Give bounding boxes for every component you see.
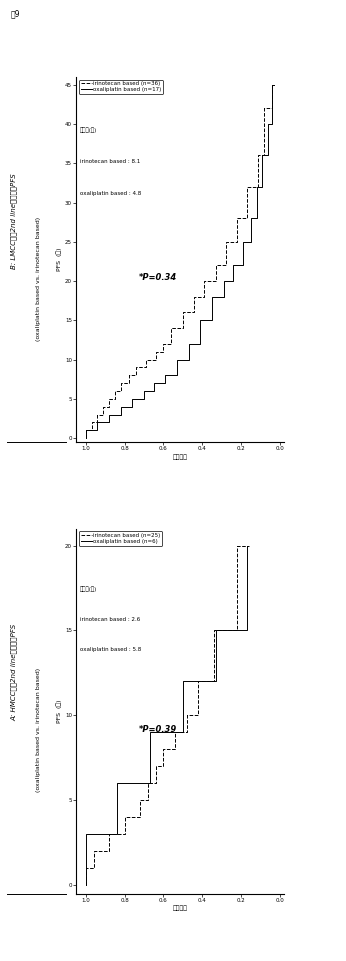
X-axis label: 生存生率: 生存生率 [172,454,188,459]
Text: A: HMCC群の2nd lineにおけるPFS: A: HMCC群の2nd lineにおけるPFS [10,624,17,722]
Text: irinotecan based : 8.1: irinotecan based : 8.1 [80,159,140,164]
Y-axis label: PFS  (月): PFS (月) [57,248,62,271]
Legend: irinotecan based (n=25), oxaliplatin based (n=6): irinotecan based (n=25), oxaliplatin bas… [79,531,162,546]
Y-axis label: PFS  (月): PFS (月) [57,700,62,723]
Legend: irinotecan based (n=36), oxaliplatin based (n=17): irinotecan based (n=36), oxaliplatin bas… [79,80,163,94]
Text: oxaliplatin based : 5.8: oxaliplatin based : 5.8 [80,648,141,653]
Text: B: LMCC群の2nd lineにおけるPFS: B: LMCC群の2nd lineにおけるPFS [10,173,17,269]
Text: oxaliplatin based : 4.8: oxaliplatin based : 4.8 [80,190,141,196]
Text: 中央値(月): 中央値(月) [80,586,97,592]
X-axis label: 生存生率: 生存生率 [172,905,188,911]
Text: 図9: 図9 [10,10,20,18]
Text: (oxaliplatin based vs. irinotecan based): (oxaliplatin based vs. irinotecan based) [36,216,40,341]
Text: (oxaliplatin based vs. irinotecan based): (oxaliplatin based vs. irinotecan based) [36,668,40,793]
Text: irinotecan based : 2.6: irinotecan based : 2.6 [80,617,140,622]
Text: *P=0.39: *P=0.39 [138,725,177,734]
Text: *P=0.34: *P=0.34 [138,273,177,283]
Text: 中央値(月): 中央値(月) [80,127,97,133]
